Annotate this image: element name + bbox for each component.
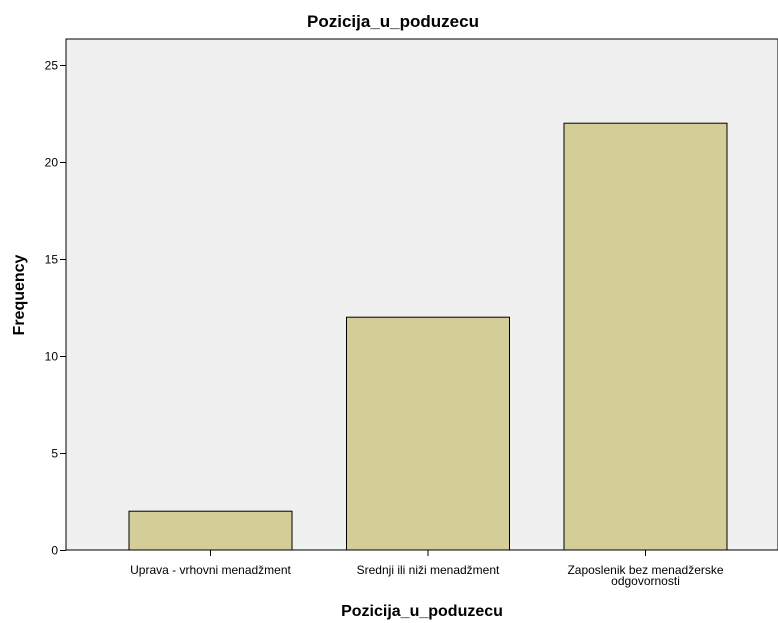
bar [128, 510, 293, 551]
y-axis: 0 5 10 15 20 25 [45, 59, 66, 558]
x-tick-label: Uprava - vrhovni menadžment [130, 563, 291, 577]
x-tick-label-line: Srednji ili niži menadžment [357, 563, 500, 577]
x-tick-label: Zaposlenik bez menadžerske odgovornosti [567, 563, 723, 588]
y-tick-label: 0 [51, 544, 58, 558]
x-axis: Uprava - vrhovni menadžment Srednji ili n… [130, 550, 724, 588]
chart-title: Pozicija_u_poduzecu [307, 12, 479, 31]
y-tick-label: 25 [45, 59, 59, 73]
y-tick-label: 20 [45, 156, 59, 170]
y-tick-label: 10 [45, 350, 59, 364]
y-tick-label: 15 [45, 253, 59, 267]
x-axis-title: Pozicija_u_poduzecu [341, 603, 503, 620]
x-tick-label: Srednji ili niži menadžment [357, 563, 500, 577]
y-axis-title: Frequency [11, 254, 28, 335]
x-tick-label-line: Zaposlenik bez menadžerske [567, 563, 723, 577]
bar [346, 316, 510, 551]
x-tick-label-line: odgovornosti [611, 574, 680, 588]
x-tick-label-line: Uprava - vrhovni menadžment [130, 563, 291, 577]
bar [563, 122, 728, 551]
y-tick-label: 5 [51, 447, 58, 461]
